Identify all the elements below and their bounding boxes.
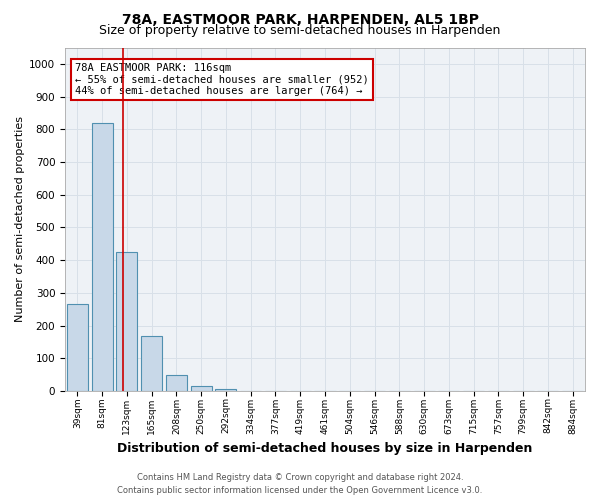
Text: Contains HM Land Registry data © Crown copyright and database right 2024.
Contai: Contains HM Land Registry data © Crown c…	[118, 474, 482, 495]
Text: 78A, EASTMOOR PARK, HARPENDEN, AL5 1BP: 78A, EASTMOOR PARK, HARPENDEN, AL5 1BP	[121, 12, 479, 26]
Bar	[141, 336, 162, 391]
Text: Size of property relative to semi-detached houses in Harpenden: Size of property relative to semi-detach…	[100, 24, 500, 37]
Bar	[166, 374, 187, 391]
Bar	[67, 304, 88, 391]
X-axis label: Distribution of semi-detached houses by size in Harpenden: Distribution of semi-detached houses by …	[118, 442, 533, 455]
Bar	[191, 386, 212, 391]
Bar	[116, 252, 137, 391]
Bar	[92, 123, 113, 391]
Text: 78A EASTMOOR PARK: 116sqm
← 55% of semi-detached houses are smaller (952)
44% of: 78A EASTMOOR PARK: 116sqm ← 55% of semi-…	[76, 63, 369, 96]
Y-axis label: Number of semi-detached properties: Number of semi-detached properties	[15, 116, 25, 322]
Bar	[215, 390, 236, 391]
